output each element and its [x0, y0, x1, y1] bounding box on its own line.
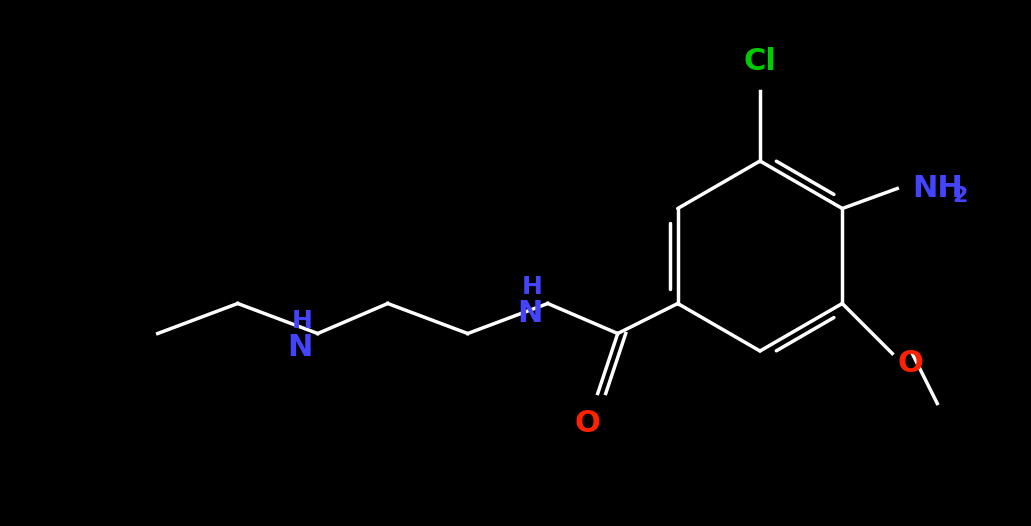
Text: N: N — [518, 298, 542, 328]
Text: H: H — [292, 309, 312, 333]
Text: NH: NH — [912, 174, 963, 203]
Text: O: O — [897, 349, 923, 378]
Text: N: N — [288, 333, 312, 362]
Text: Cl: Cl — [743, 47, 776, 76]
Text: 2: 2 — [953, 187, 968, 207]
Text: H: H — [522, 275, 542, 298]
Text: O: O — [575, 409, 601, 438]
